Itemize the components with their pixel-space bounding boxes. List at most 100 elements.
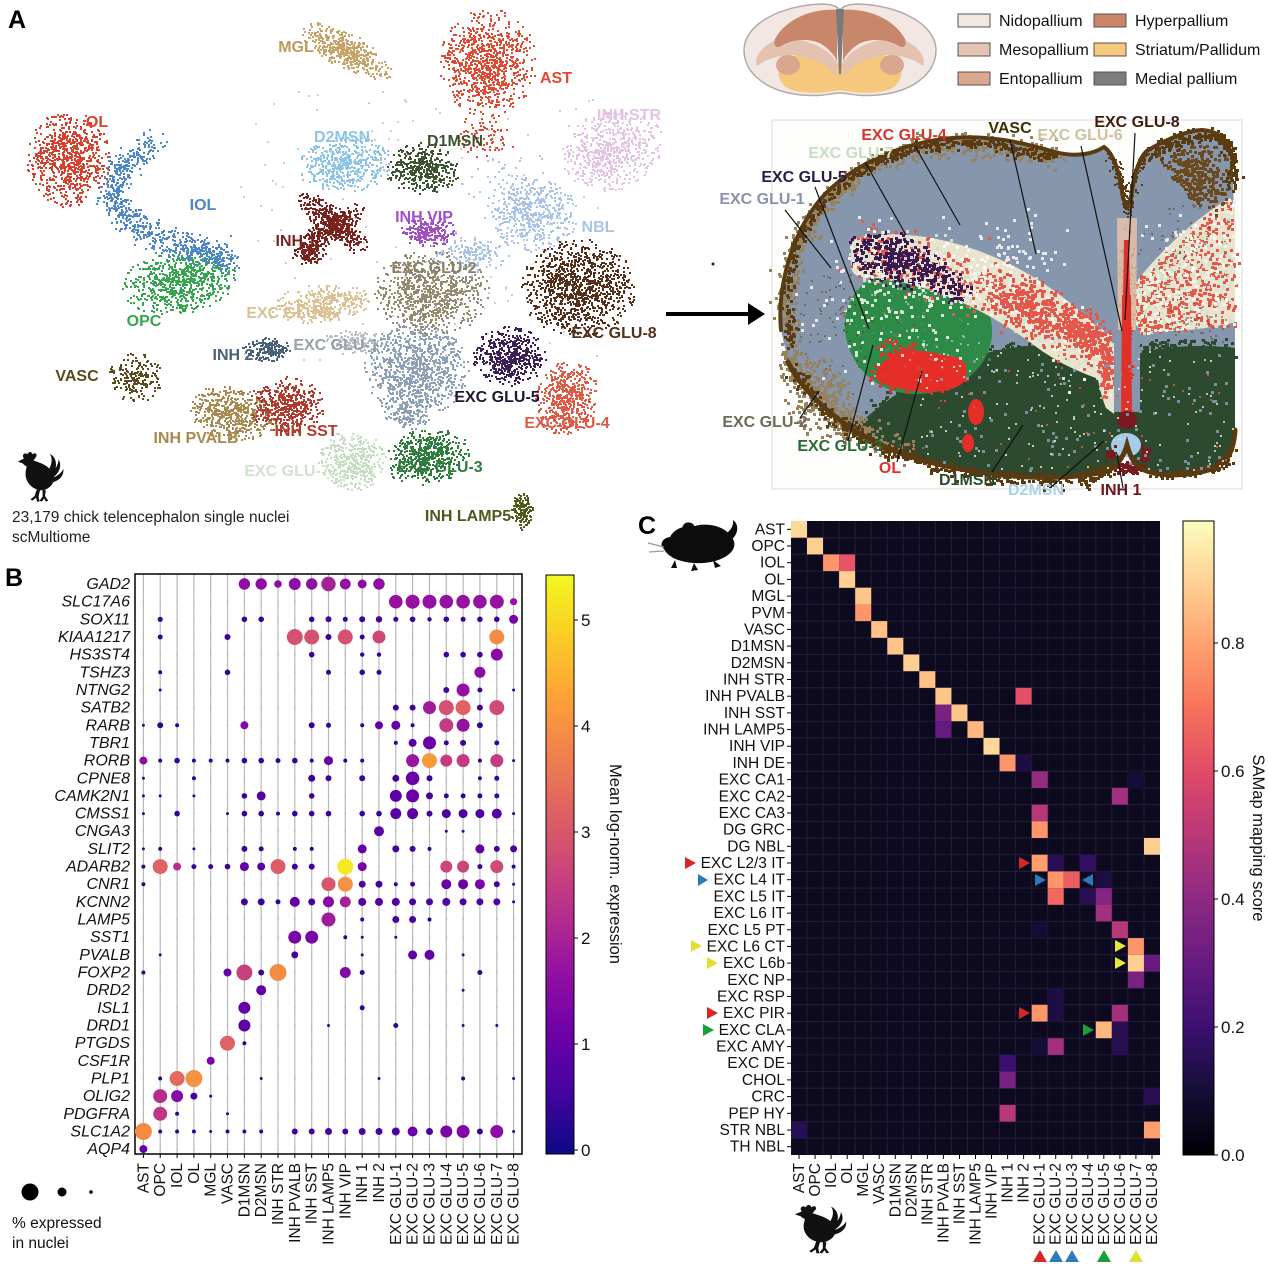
svg-text:EXC GLU-1: EXC GLU-1	[719, 191, 804, 208]
svg-text:INH PVALB: INH PVALB	[705, 688, 785, 705]
svg-text:SLC1A2: SLC1A2	[70, 1124, 130, 1141]
svg-text:ISL1: ISL1	[97, 1000, 130, 1017]
svg-text:CPNE8: CPNE8	[77, 770, 130, 787]
svg-text:INH STR: INH STR	[270, 1163, 287, 1225]
svg-text:INH 1: INH 1	[354, 1163, 371, 1203]
svg-text:D1MSN: D1MSN	[427, 133, 483, 150]
svg-text:EXC RSP: EXC RSP	[717, 989, 785, 1006]
svg-text:PTGDS: PTGDS	[75, 1035, 130, 1052]
svg-text:2: 2	[581, 929, 590, 948]
svg-text:DG GRC: DG GRC	[723, 822, 785, 839]
svg-text:EXC GLU-3: EXC GLU-3	[422, 1163, 439, 1245]
svg-text:INH PVALB: INH PVALB	[287, 1163, 304, 1243]
svg-text:0.4: 0.4	[1221, 890, 1245, 909]
svg-text:PVALB: PVALB	[79, 947, 130, 964]
svg-text:INH PVALB: INH PVALB	[153, 430, 238, 447]
svg-text:INH SST: INH SST	[274, 423, 337, 440]
svg-text:EXC GLU-5: EXC GLU-5	[1096, 1163, 1113, 1245]
svg-text:PDGFRA: PDGFRA	[63, 1106, 130, 1123]
svg-text:INH 2: INH 2	[1016, 1163, 1033, 1203]
svg-text:EXC GLU-8: EXC GLU-8	[506, 1163, 523, 1245]
svg-text:EXC GLU-6: EXC GLU-6	[246, 305, 331, 322]
svg-text:OL: OL	[764, 571, 785, 588]
svg-text:EXC GLU-8: EXC GLU-8	[571, 325, 656, 342]
svg-text:OPC: OPC	[751, 538, 785, 555]
svg-text:OL: OL	[839, 1163, 856, 1184]
svg-text:INH STR: INH STR	[919, 1163, 936, 1225]
svg-text:INH 2: INH 2	[371, 1163, 388, 1203]
svg-text:INH LAMP5: INH LAMP5	[968, 1163, 985, 1245]
svg-text:KIAA1217: KIAA1217	[58, 629, 131, 646]
svg-text:OPC: OPC	[127, 313, 162, 330]
svg-text:D2MSN: D2MSN	[903, 1163, 920, 1217]
svg-text:EXC GLU-5: EXC GLU-5	[761, 169, 846, 186]
svg-text:SATB2: SATB2	[81, 700, 131, 717]
svg-text:CMSS1: CMSS1	[75, 806, 130, 823]
svg-text:EXC GLU-2: EXC GLU-2	[391, 260, 476, 277]
svg-text:CAMK2N1: CAMK2N1	[54, 788, 130, 805]
svg-text:INH SST: INH SST	[952, 1162, 969, 1224]
svg-text:EXC GLU-1: EXC GLU-1	[388, 1163, 405, 1245]
svg-text:EXC GLU-3: EXC GLU-3	[1064, 1163, 1081, 1245]
svg-text:EXC GLU-6: EXC GLU-6	[472, 1163, 489, 1245]
svg-text:CSF1R: CSF1R	[78, 1053, 131, 1070]
svg-text:IOL: IOL	[760, 555, 785, 572]
svg-text:1: 1	[581, 1035, 590, 1054]
svg-text:OL: OL	[86, 114, 108, 131]
svg-text:D1MSN: D1MSN	[236, 1163, 253, 1217]
svg-text:EXC GLU-2: EXC GLU-2	[1048, 1163, 1065, 1245]
svg-text:TH NBL: TH NBL	[730, 1139, 786, 1156]
svg-text:Striatum/Pallidum: Striatum/Pallidum	[1135, 42, 1260, 59]
svg-text:EXC GLU-8: EXC GLU-8	[1094, 114, 1179, 131]
svg-text:INH STR: INH STR	[723, 672, 785, 689]
svg-text:SAMap mapping score: SAMap mapping score	[1249, 755, 1267, 922]
svg-text:EXC CLA: EXC CLA	[719, 1022, 786, 1039]
svg-text:0.2: 0.2	[1221, 1018, 1245, 1037]
svg-text:AST: AST	[755, 521, 786, 538]
svg-text:EXC GLU-2: EXC GLU-2	[722, 414, 807, 431]
svg-text:MGL: MGL	[855, 1163, 872, 1197]
svg-text:OL: OL	[879, 460, 901, 477]
svg-text:OLIG2: OLIG2	[83, 1088, 130, 1105]
svg-text:GAD2: GAD2	[86, 576, 130, 593]
svg-text:EXC AMY: EXC AMY	[716, 1039, 785, 1056]
svg-text:AST: AST	[791, 1162, 808, 1193]
svg-text:CRC: CRC	[751, 1089, 785, 1106]
svg-text:INH SST: INH SST	[304, 1162, 321, 1224]
svg-text:PEP HY: PEP HY	[728, 1105, 785, 1122]
svg-text:4: 4	[581, 717, 590, 736]
svg-text:INH VIP: INH VIP	[395, 209, 453, 226]
svg-text:0: 0	[581, 1141, 590, 1160]
svg-text:OPC: OPC	[807, 1163, 824, 1197]
svg-text:EXC L6 IT: EXC L6 IT	[714, 905, 786, 922]
svg-text:SOX11: SOX11	[80, 611, 130, 628]
svg-text:5: 5	[581, 611, 590, 630]
svg-text:B: B	[5, 564, 23, 592]
svg-text:EXC GLU-5: EXC GLU-5	[454, 389, 539, 406]
svg-text:EXC CA1: EXC CA1	[719, 772, 785, 789]
svg-text:EXC L6 CT: EXC L6 CT	[707, 938, 786, 955]
svg-text:Nidopallium: Nidopallium	[999, 13, 1083, 30]
svg-text:EXC GLU-7: EXC GLU-7	[808, 145, 893, 162]
svg-text:EXC L6b: EXC L6b	[723, 955, 785, 972]
svg-text:IOL: IOL	[823, 1163, 840, 1188]
svg-text:EXC GLU-3: EXC GLU-3	[797, 438, 882, 455]
svg-text:INH 1: INH 1	[276, 233, 317, 250]
svg-text:NTNG2: NTNG2	[76, 682, 130, 699]
svg-text:D2MSN: D2MSN	[314, 129, 370, 146]
svg-text:KCNN2: KCNN2	[76, 894, 130, 911]
svg-text:CNGA3: CNGA3	[75, 823, 130, 840]
svg-text:0.8: 0.8	[1221, 634, 1245, 653]
svg-text:EXC GLU-3: EXC GLU-3	[397, 459, 482, 476]
svg-text:EXC GLU-4: EXC GLU-4	[438, 1163, 455, 1245]
svg-text:AST: AST	[540, 70, 572, 87]
svg-text:EXC GLU-4: EXC GLU-4	[1080, 1163, 1097, 1245]
svg-text:TSHZ3: TSHZ3	[79, 664, 130, 681]
svg-text:FOXP2: FOXP2	[78, 965, 131, 982]
svg-text:RARB: RARB	[86, 717, 131, 734]
svg-text:Mesopallium: Mesopallium	[999, 42, 1089, 59]
svg-text:INH VIP: INH VIP	[337, 1163, 354, 1219]
svg-text:INH DE: INH DE	[732, 755, 785, 772]
svg-text:% expressed: % expressed	[12, 1215, 102, 1232]
svg-text:NBL: NBL	[582, 219, 615, 236]
